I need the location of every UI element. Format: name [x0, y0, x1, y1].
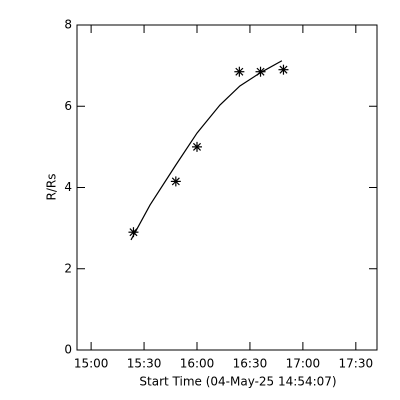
- y-tick-label: 2: [64, 261, 72, 275]
- x-tick-label: 16:00: [180, 357, 215, 371]
- x-tick-label: 16:30: [233, 357, 268, 371]
- y-tick-label: 6: [64, 99, 72, 113]
- asterisk-stroke: [171, 177, 180, 186]
- y-tick-label: 4: [64, 180, 72, 194]
- asterisk-stroke: [192, 142, 202, 151]
- asterisk-point: [170, 176, 181, 187]
- x-tick-label: 17:00: [286, 357, 321, 371]
- x-tick-label: 15:30: [127, 357, 162, 371]
- asterisk-point: [278, 64, 289, 75]
- fit-line: [130, 60, 283, 241]
- y-tick-label: 0: [64, 343, 72, 357]
- asterisk-point: [192, 141, 202, 152]
- asterisk-stroke: [279, 65, 288, 74]
- plot-frame: [76, 24, 378, 351]
- x-tick-label: 17:30: [339, 357, 374, 371]
- y-tick-label: 8: [64, 18, 72, 32]
- y-axis-label: R/Rs: [45, 174, 59, 201]
- asterisk-point: [234, 66, 245, 77]
- x-axis-label: Start Time (04-May-25 14:54:07): [139, 375, 336, 389]
- x-tick-label: 15:00: [74, 357, 109, 371]
- asterisk-stroke: [235, 67, 244, 76]
